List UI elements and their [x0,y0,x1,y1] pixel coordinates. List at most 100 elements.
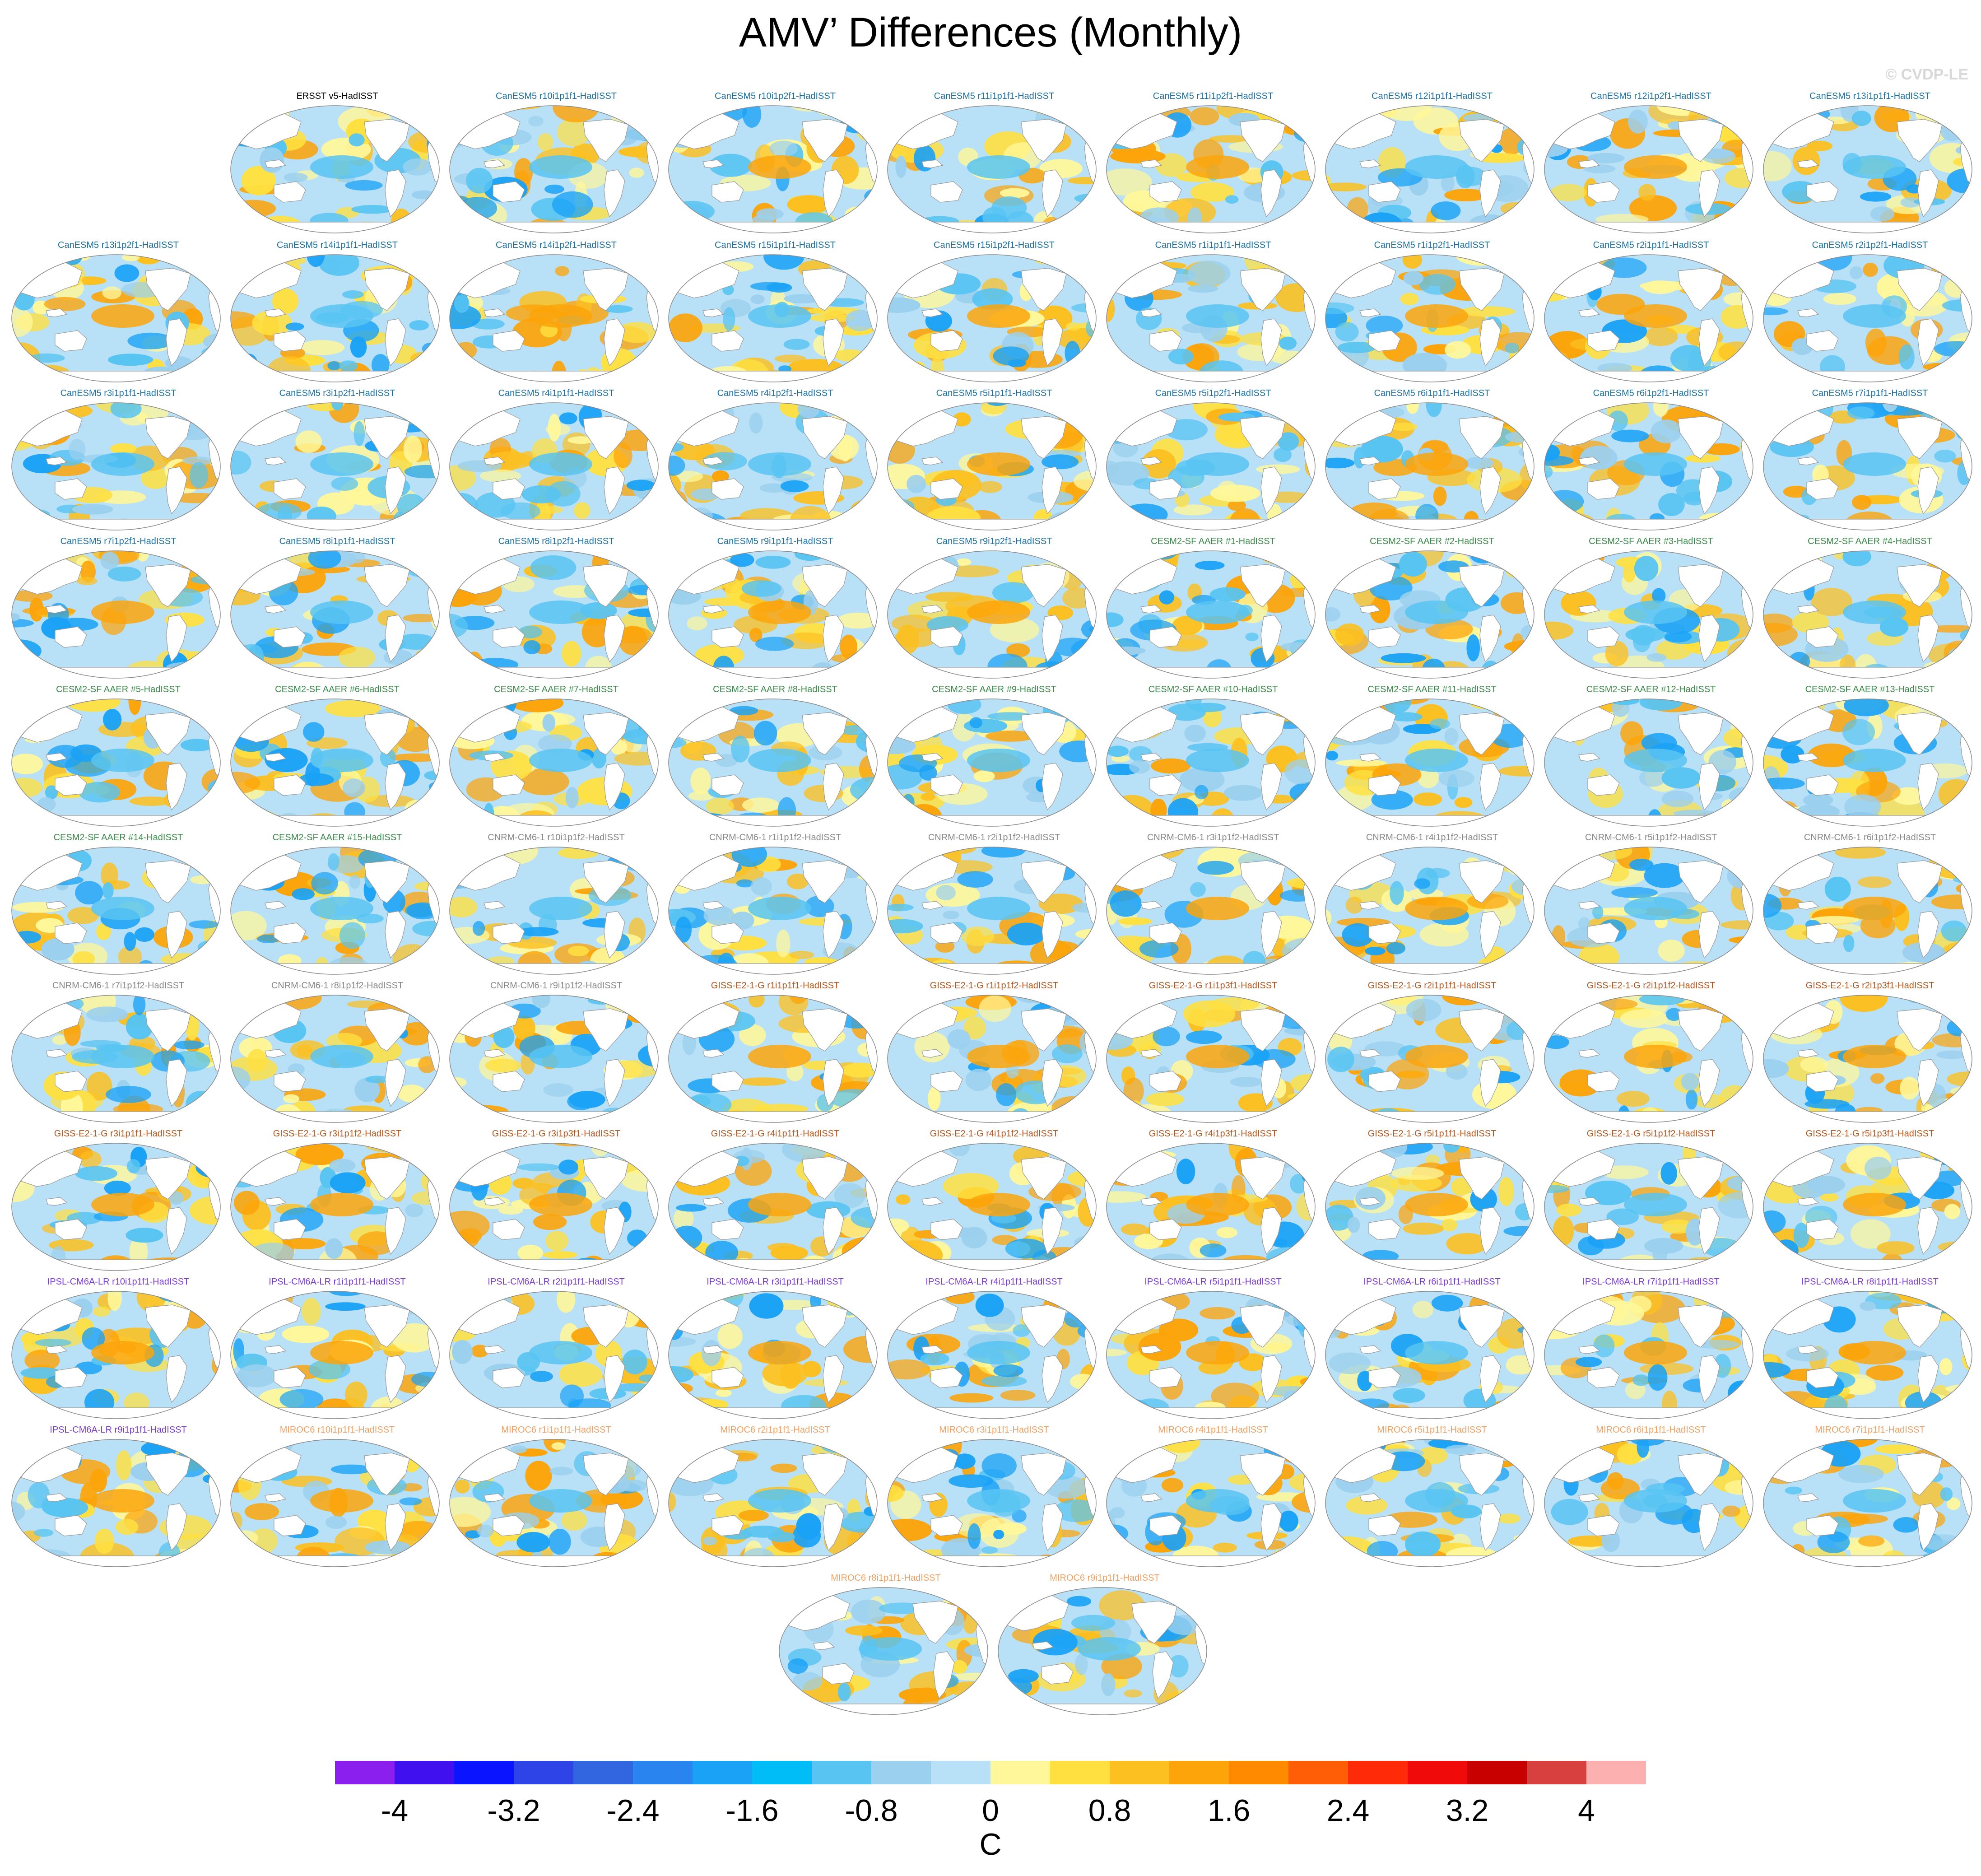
cool-anomaly-patch [405,1204,423,1217]
warm-anomaly-patch [749,628,763,642]
warm-anomaly-patch [1521,1090,1534,1118]
cool-anomaly-patch [1425,868,1450,879]
warm-anomaly-patch [420,403,439,420]
land-mass [145,1452,191,1496]
map-panel-title: GISS-E2-1-G r1i1p1f1-HadISST [711,981,840,991]
land-mass [823,1207,844,1255]
map-outline [1763,105,1972,233]
land-mass [1727,703,1746,722]
cool-anomaly-patch [675,917,692,943]
map-outline [11,402,221,531]
warm-anomaly-patch [1490,106,1523,120]
map-outline [1106,1143,1316,1271]
cool-anomaly-patch [1544,455,1574,466]
map-panel: CNRM-CM6-1 r8i1p1f2-HadISST [229,980,446,1129]
warm-anomaly-patch [1151,758,1191,774]
sst-anomaly-map [230,550,440,679]
land-mass [1946,999,1965,1018]
sst-anomaly-map [1763,698,1972,827]
land-mass [1508,110,1527,129]
warm-anomaly-patch [1939,406,1972,416]
cool-anomaly-patch [406,1103,439,1119]
map-panel-title: IPSL-CM6A-LR r10i1p1f1-HadISST [47,1277,190,1287]
cool-anomaly-patch [104,1180,131,1196]
warm-anomaly-patch [705,372,720,381]
sst-anomaly-map [1763,1291,1972,1419]
warm-anomaly-patch [669,957,688,974]
sst-anomaly-map [1325,847,1535,975]
map-outline [668,254,878,382]
land-mass [1917,466,1939,515]
land-mass [265,308,287,317]
pacific-anomaly-patch [310,1341,373,1364]
pacific-anomaly-patch [91,1045,154,1068]
cool-anomaly-patch [1107,1549,1131,1567]
warm-anomaly-patch [1863,262,1878,277]
land-mass [1459,860,1505,903]
land-mass [802,1156,848,1200]
land-mass [1897,119,1943,162]
warm-anomaly-patch [1406,403,1419,414]
cool-anomaly-patch [1041,403,1057,412]
cool-anomaly-patch [75,881,103,905]
cool-anomaly-patch [1190,882,1206,897]
land-mass [1698,169,1720,218]
cool-anomaly-patch [731,736,750,763]
cool-anomaly-patch [1084,108,1096,128]
warm-anomaly-patch [842,1062,877,1078]
warm-anomaly-patch [455,1480,470,1494]
land-mass [1368,774,1401,796]
warm-anomaly-patch [1765,106,1784,126]
land-mass [1289,703,1308,722]
warm-anomaly-patch [1763,623,1798,647]
map-outline [668,1291,878,1419]
warm-anomaly-patch [711,470,729,483]
land-mass [711,1367,744,1388]
land-mass [1806,1219,1839,1240]
land-mass [632,851,651,870]
cool-anomaly-patch [1519,410,1534,422]
cool-anomaly-patch [1943,859,1965,872]
map-panel: CNRM-CM6-1 r2i1p1f2-HadISST [886,832,1102,981]
warm-anomaly-patch [1261,551,1313,566]
cool-anomaly-patch [1763,1362,1791,1378]
cool-anomaly-patch [472,921,485,936]
land-mass [1917,1207,1939,1255]
sst-anomaly-map [1106,1439,1316,1567]
land-mass [493,1367,525,1388]
sst-anomaly-map [668,254,878,382]
sst-anomaly-map [668,1291,878,1419]
warm-anomaly-patch [806,307,860,315]
cool-anomaly-patch [328,853,339,871]
warm-anomaly-patch [567,945,589,957]
warm-anomaly-patch [856,995,874,1009]
map-outline [1106,402,1316,531]
map-panel: MIROC6 r6i1p1f1-HadISST [1543,1424,1759,1573]
cool-anomaly-patch [1117,522,1142,530]
warm-anomaly-patch [450,1249,472,1271]
cool-anomaly-patch [325,1238,343,1259]
pacific-anomaly-patch [1186,1341,1249,1364]
cool-anomaly-patch [1920,255,1939,263]
warm-anomaly-patch [1336,759,1387,767]
warm-anomaly-patch [329,403,359,423]
land-mass [385,1059,406,1107]
cool-anomaly-patch [1661,767,1701,789]
warm-anomaly-patch [809,314,856,322]
land-mass [1946,703,1965,722]
warm-anomaly-patch [774,354,806,363]
land-mass [1578,1493,1600,1502]
warm-anomaly-patch [1107,995,1122,1009]
warm-anomaly-patch [953,412,971,427]
map-panel-title: CNRM-CM6-1 r10i1p1f2-HadISST [488,833,625,843]
cool-anomaly-patch [1230,1077,1262,1087]
cool-anomaly-patch [51,1246,66,1271]
cool-anomaly-patch [1299,258,1315,282]
warm-anomaly-patch [247,1049,267,1072]
cool-anomaly-patch [450,304,481,329]
warm-anomaly-patch [181,995,220,1010]
map-panel-title: GISS-E2-1-G r5i1p3f1-HadISST [1805,1129,1934,1139]
warm-anomaly-patch [634,551,658,557]
land-mass [414,851,432,870]
warm-anomaly-patch [403,614,439,623]
